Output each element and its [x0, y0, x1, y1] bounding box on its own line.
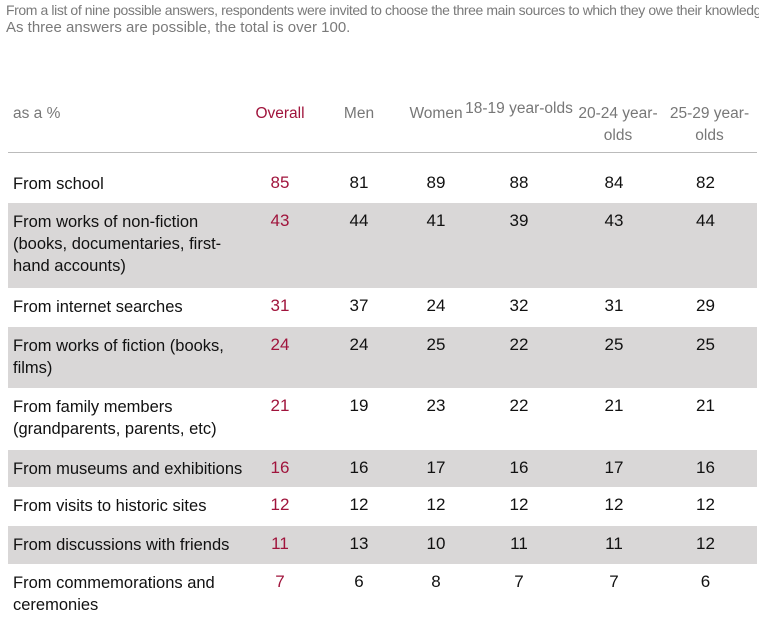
cell-value: 43: [270, 211, 290, 230]
cell-value: 22: [509, 396, 529, 415]
cell-value: 11: [271, 534, 289, 553]
cell-value: 17: [426, 458, 446, 477]
row-label: From internet searches: [13, 298, 183, 316]
cell-value: 7: [275, 572, 285, 591]
table-row: From internet searches 31 37 24 32 31 29: [8, 288, 757, 327]
cell-value: 7: [514, 572, 524, 591]
table-row: From visits to historic sites 12 12 12 12 12 1…: [8, 487, 757, 526]
cell-value: 32: [509, 296, 529, 315]
cell-value: 23: [426, 396, 446, 415]
cell-value: 6: [700, 572, 711, 591]
row-label: From visits to historic sites: [13, 497, 207, 515]
cell-value: 31: [270, 296, 290, 315]
cell-value: 25: [696, 335, 715, 354]
cell-value: 21: [604, 396, 624, 415]
cell-value: 43: [604, 211, 624, 230]
table-row: From works of fiction (books, films) 24 24…: [8, 327, 757, 388]
column-header: 25-29 year-olds: [669, 105, 750, 144]
cell-value: 11: [510, 534, 528, 553]
column-header: 20-24 year-olds: [578, 105, 658, 144]
column-header: Overall: [255, 105, 305, 122]
cell-value: 41: [426, 211, 446, 230]
table-row: From school 85 81 89 88 84 82: [8, 165, 757, 203]
cell-value: 24: [270, 335, 290, 354]
cell-value: 84: [604, 173, 624, 192]
cell-value: 16: [509, 458, 529, 477]
cell-value: 21: [696, 396, 715, 415]
cell-value: 11: [605, 534, 623, 553]
cell-value: 81: [349, 173, 369, 192]
cell-value: 82: [696, 173, 715, 192]
table-row: From museums and exhibitions 16 16 17 16 17 16: [8, 450, 757, 487]
cell-value: 19: [349, 396, 369, 415]
cell-value: 10: [426, 534, 446, 553]
cell-value: 24: [349, 335, 369, 354]
column-header: 18-19 year-olds: [465, 100, 573, 117]
cell-value: 21: [270, 396, 290, 415]
cell-value: 22: [509, 335, 529, 354]
cell-value: 85: [270, 173, 290, 192]
cell-value: 39: [509, 211, 529, 230]
table-row: From discussions with friends 11 13 10 11 11 1…: [8, 526, 757, 564]
cell-value: 31: [604, 296, 624, 315]
column-header: Women: [409, 105, 463, 122]
cell-value: 88: [509, 173, 529, 192]
cell-value: 8: [431, 572, 441, 591]
row-label: From discussions with friends: [13, 536, 230, 554]
row-label: From commemorations and ceremonies: [13, 574, 215, 614]
intro-text: From a list of nine possible answers, re…: [6, 2, 759, 18]
row-label: From school: [13, 175, 104, 193]
cell-value: 12: [509, 495, 529, 514]
column-header: as a %: [13, 105, 61, 122]
row-label: From works of non-fiction (books, docume…: [13, 213, 222, 275]
cell-value: 6: [354, 572, 364, 591]
table-row: From commemorations and ceremonies 7 6 8 7 7 6: [8, 564, 757, 618]
cell-value: 89: [426, 173, 446, 192]
intro: From a list of nine possible answers, re…: [6, 2, 759, 37]
table-row: From family members (grandparents, paren…: [8, 388, 757, 450]
cell-value: 12: [349, 495, 369, 514]
cell-value: 13: [349, 534, 369, 553]
cell-value: 12: [426, 495, 446, 514]
row-label: From works of fiction (books, films): [13, 337, 224, 377]
cell-value: 37: [349, 296, 369, 315]
cell-value: 24: [426, 296, 446, 315]
cell-value: 25: [426, 335, 446, 354]
table-row: From works of non-fiction (books, docume…: [8, 203, 757, 288]
cell-value: 16: [270, 458, 290, 477]
intro-text: As three answers are possible, the total…: [6, 19, 351, 36]
cell-value: 16: [696, 458, 715, 477]
cell-value: 12: [604, 495, 624, 514]
table: From school 85 81 89 88 84 82 From works of non…: [8, 165, 757, 618]
column-header: Men: [343, 105, 375, 122]
cell-value: 29: [696, 296, 715, 315]
cell-value: 12: [696, 495, 715, 514]
cell-value: 25: [604, 335, 624, 354]
table-header: as a % Overall Men Women 18-19 year-olds 20-2…: [8, 95, 757, 153]
cell-value: 12: [270, 495, 290, 514]
cell-value: 16: [349, 458, 369, 477]
row-label: From museums and exhibitions: [13, 460, 243, 478]
cell-value: 7: [609, 572, 619, 591]
row-label: From family members (grandparents, paren…: [13, 398, 217, 438]
cell-value: 17: [604, 458, 624, 477]
cell-value: 44: [696, 211, 715, 230]
cell-value: 12: [696, 534, 715, 553]
cell-value: 44: [349, 211, 369, 230]
